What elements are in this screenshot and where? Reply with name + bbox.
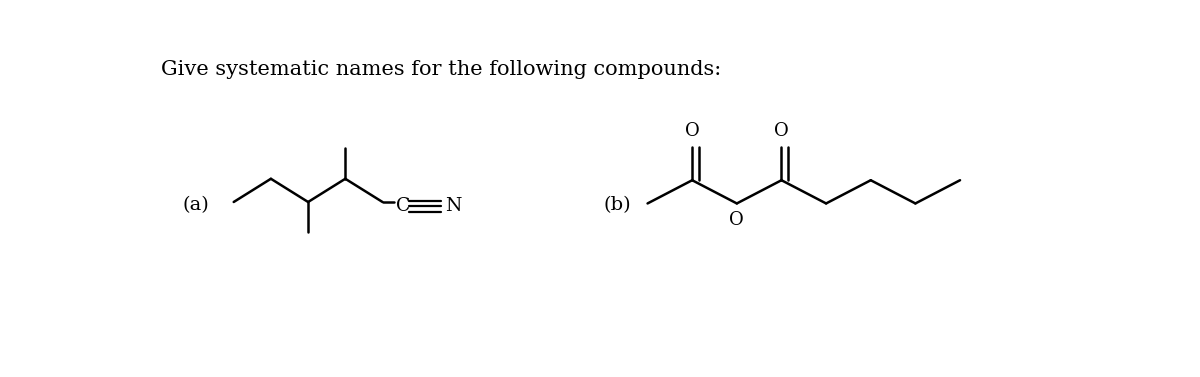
Text: Give systematic names for the following compounds:: Give systematic names for the following … — [161, 60, 721, 79]
Text: O: O — [774, 122, 788, 140]
Text: (a): (a) — [182, 196, 209, 214]
Text: O: O — [730, 211, 744, 229]
Text: (b): (b) — [604, 196, 631, 214]
Text: N: N — [445, 197, 461, 215]
Text: C: C — [396, 197, 410, 215]
Text: O: O — [685, 122, 700, 140]
